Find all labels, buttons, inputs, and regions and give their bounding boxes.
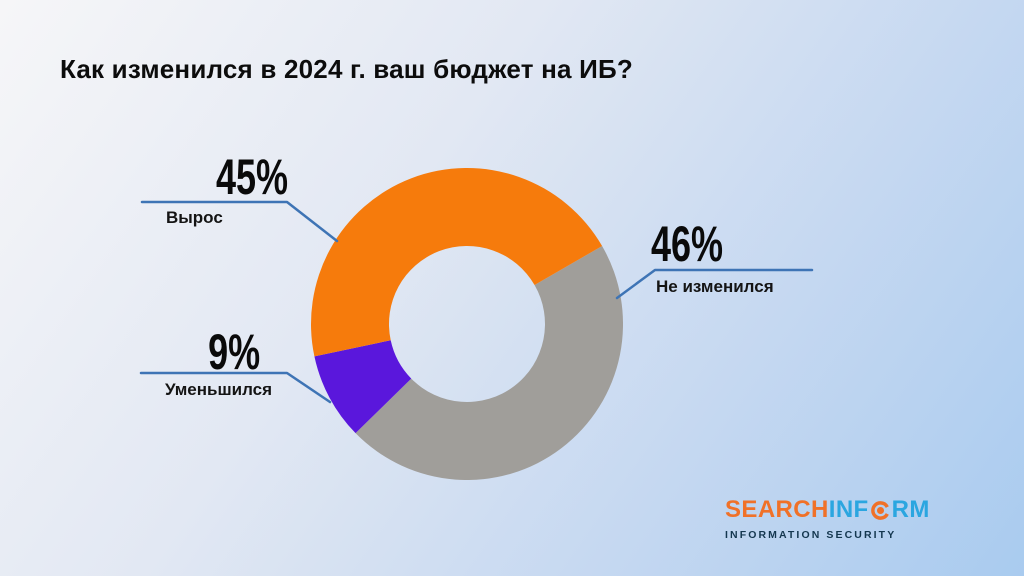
logo-text-rm: RM bbox=[891, 496, 930, 523]
logo-tagline: INFORMATION SECURITY bbox=[725, 529, 897, 541]
segment-pct-shrank: 9% bbox=[208, 324, 261, 380]
logo-text-inf: INF bbox=[828, 496, 869, 523]
donut-segment-Не изменился bbox=[355, 246, 623, 480]
segment-label-grew: Вырос bbox=[166, 208, 223, 227]
donut-segment-Вырос bbox=[311, 168, 603, 357]
segment-pct-same: 46% bbox=[651, 216, 724, 272]
logo-text-search: SEARCH bbox=[725, 496, 829, 523]
chart-title: Как изменился в 2024 г. ваш бюджет на ИБ… bbox=[60, 54, 633, 84]
donut-segment-Уменьшился bbox=[314, 340, 412, 434]
segment-pct-grew: 45% bbox=[216, 149, 289, 205]
segment-label-same: Не изменился bbox=[656, 277, 774, 296]
segment-label-shrank: Уменьшился bbox=[165, 380, 273, 399]
searchinform-logo: SEARCH INF RM INFORMATION SECURITY bbox=[725, 496, 930, 541]
logo-wordmark: SEARCH INF RM bbox=[725, 496, 930, 524]
donut-chart bbox=[311, 168, 623, 480]
logo-target-o-icon bbox=[870, 500, 890, 520]
